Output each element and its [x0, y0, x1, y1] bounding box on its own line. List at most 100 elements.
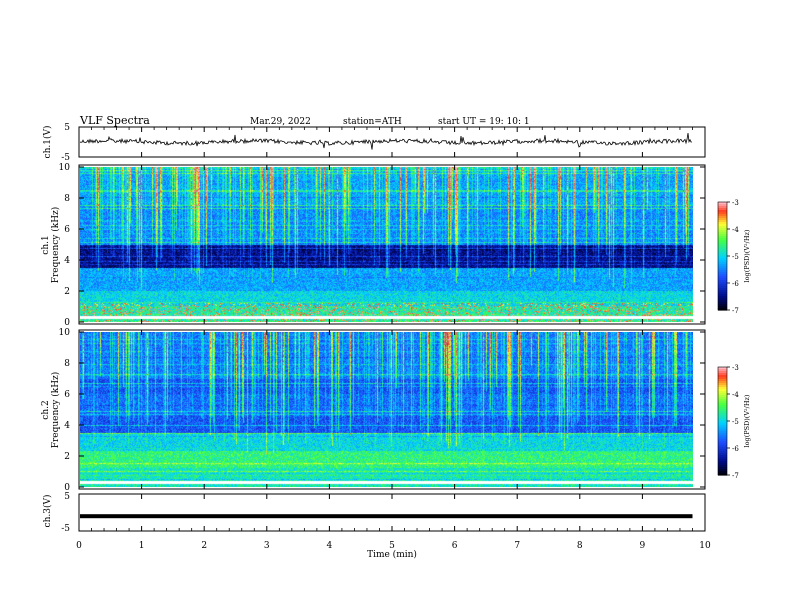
colorbar-swatch — [718, 419, 727, 422]
colorbar-swatch — [718, 425, 727, 428]
figure-title: VLF Spectra — [79, 114, 150, 127]
colorbar-swatch — [718, 381, 727, 384]
colorbar-swatch — [718, 409, 727, 412]
freq-tick-label: 10 — [59, 328, 71, 338]
colorbar-swatch — [718, 244, 727, 247]
time-axis-ticks: 0 1 2 3 4 5 6 7 8 9 10 — [76, 127, 711, 551]
colorbar-swatch — [718, 286, 727, 289]
colorbar-label: log(PSD)(V²/Hz) — [743, 394, 751, 447]
ch2-spectrogram-image — [80, 332, 693, 487]
ch1-spectrogram-image — [80, 167, 693, 322]
colorbar-swatch — [718, 250, 727, 253]
colorbar-swatch — [718, 431, 727, 434]
colorbar-swatch — [718, 457, 727, 460]
time-tick-label: 0 — [76, 541, 82, 551]
colorbar-swatch — [718, 238, 727, 241]
time-tick-label: 4 — [327, 541, 333, 551]
colorbar-swatch — [718, 236, 727, 239]
colorbar-swatch — [718, 393, 727, 396]
colorbar-swatch — [718, 385, 727, 388]
colorbar-swatch — [718, 453, 727, 456]
colorbar-swatch — [718, 306, 727, 309]
ch3-ytick-bottom: -5 — [61, 524, 70, 534]
colorbar-swatch — [718, 395, 727, 398]
time-tick-label: 8 — [577, 541, 583, 551]
colorbar-swatch — [718, 369, 727, 372]
freq-tick-label: 8 — [64, 359, 70, 369]
colorbar-swatch — [718, 230, 727, 233]
colorbar-swatch — [718, 461, 727, 464]
colorbar-swatch — [718, 427, 727, 430]
ch1-ylabel: ch.1(V) — [42, 126, 53, 159]
colorbar-swatch — [718, 242, 727, 245]
colorbar-swatch — [718, 405, 727, 408]
ch2-spec-ylabel-channel: ch.2 — [41, 400, 51, 419]
colorbar-swatch — [718, 256, 727, 259]
colorbar-swatch — [718, 218, 727, 221]
colorbar-swatch — [718, 272, 727, 275]
colorbar-swatch — [718, 216, 727, 219]
colorbar-swatch — [718, 387, 727, 390]
freq-tick-label: 4 — [64, 421, 70, 431]
colorbar-swatch — [718, 455, 727, 458]
colorbar-swatch — [718, 204, 727, 207]
colorbar-tick-label: -4 — [732, 391, 739, 399]
colorbar-swatch — [718, 262, 727, 265]
colorbar-tick-label: -6 — [732, 280, 739, 288]
colorbar-swatch — [718, 240, 727, 243]
colorbar-swatch — [718, 228, 727, 231]
ch1-waveform-trace — [79, 132, 692, 150]
ch1-spec-ylabel-frequency: Frequency (kHz) — [50, 207, 61, 284]
ch3-ylabel: ch.3(V) — [42, 495, 53, 528]
colorbar-swatch — [718, 467, 727, 470]
freq-tick-label: 10 — [59, 163, 71, 173]
freq-tick-label: 2 — [64, 452, 70, 462]
time-tick-label: 2 — [201, 541, 207, 551]
colorbar-swatch — [718, 268, 727, 271]
colorbar-swatch — [718, 417, 727, 420]
colorbar-swatch — [718, 222, 727, 225]
colorbar-swatch — [718, 415, 727, 418]
colorbar-swatch — [718, 373, 727, 376]
colorbar-tick-label: -5 — [732, 418, 739, 426]
time-axis-label: Time (min) — [367, 549, 417, 560]
colorbar-swatch — [718, 292, 727, 295]
colorbar-swatch — [718, 298, 727, 301]
colorbar-swatch — [718, 399, 727, 402]
colorbar-swatch — [718, 371, 727, 374]
colorbar-swatch — [718, 391, 727, 394]
colorbar-swatch — [718, 290, 727, 293]
colorbar-swatch — [718, 260, 727, 263]
colorbar-tick-label: -6 — [732, 445, 739, 453]
ch1-spectrogram-panel: 0 2 4 6 8 10 ch.1 Frequency (kHz) — [41, 163, 706, 328]
colorbar-swatch — [718, 441, 727, 444]
colorbar-swatch — [718, 294, 727, 297]
colorbar-swatch — [718, 208, 727, 211]
ch1-freq-ticks: 0 2 4 6 8 10 — [59, 163, 705, 328]
colorbar-swatch — [718, 214, 727, 217]
colorbar-tick-label: -5 — [732, 253, 739, 261]
colorbar-swatch — [718, 433, 727, 436]
freq-tick-label: 6 — [64, 225, 70, 235]
colorbar-swatch — [718, 463, 727, 466]
time-tick-label: 1 — [139, 541, 145, 551]
colorbar-swatch — [718, 459, 727, 462]
colorbar-swatch — [718, 278, 727, 281]
ch1-ytick-top: 5 — [64, 123, 70, 133]
colorbar-swatch — [718, 258, 727, 261]
colorbar-tick-label: -3 — [732, 199, 739, 207]
colorbar-swatch — [718, 264, 727, 267]
colorbar-swatch — [718, 270, 727, 273]
time-tick-label: 3 — [264, 541, 270, 551]
colorbar-swatch — [718, 304, 727, 307]
ch3-ytick-top: 5 — [64, 492, 70, 502]
time-tick-label: 5 — [389, 541, 395, 551]
freq-tick-label: 0 — [64, 318, 70, 328]
colorbar-swatch — [718, 300, 727, 303]
colorbar-swatch — [718, 411, 727, 414]
freq-tick-label: 0 — [64, 483, 70, 493]
colorbar-label: log(PSD)(V²/Hz) — [743, 229, 751, 282]
colorbar-swatch — [718, 389, 727, 392]
colorbar-tick-label: -4 — [732, 226, 739, 234]
colorbar-swatch — [718, 401, 727, 404]
